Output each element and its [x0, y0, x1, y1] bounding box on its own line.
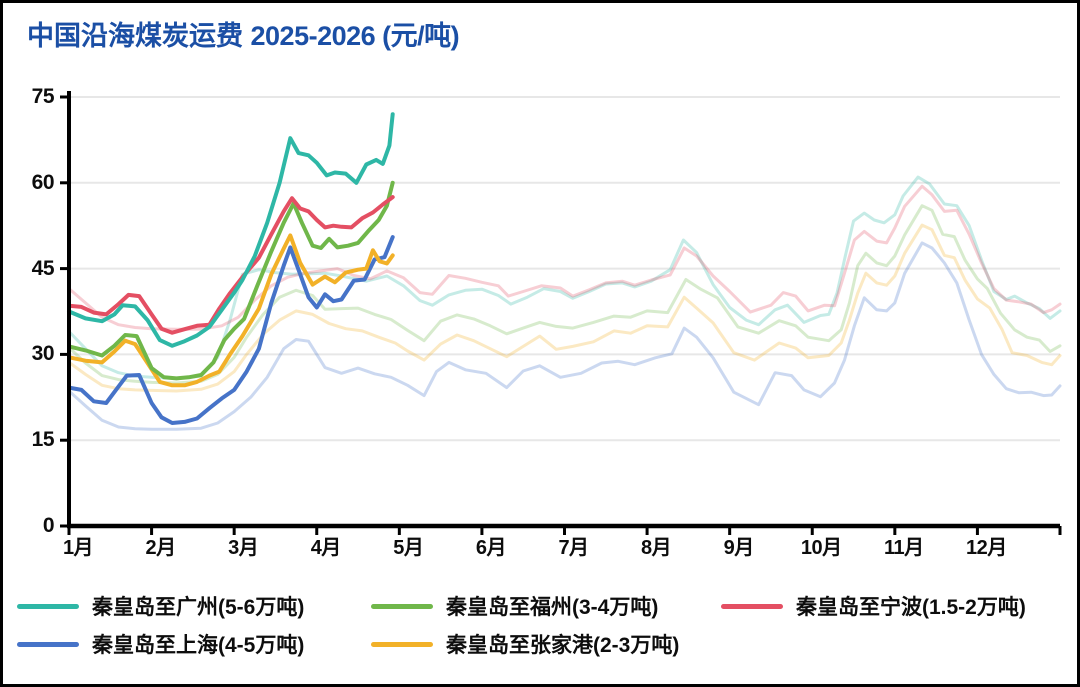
x-tick-label-12月: 12月	[966, 537, 1007, 559]
series-line-2025-秦皇岛至宁波(1.5-2万吨)	[67, 184, 1062, 331]
series-line-2025-秦皇岛至上海(4-5万吨)	[67, 241, 1062, 431]
series-line-2026-秦皇岛至福州(3-4万吨)	[67, 180, 395, 381]
legend-item-3: 秦皇岛至宁波(1.5-2万吨)	[721, 592, 1026, 620]
legend-label: 秦皇岛至张家港(2-3万吨)	[446, 634, 680, 657]
x-tick-label-1月: 1月	[62, 537, 94, 559]
chart-title-text: 中国沿海煤炭运费	[27, 21, 251, 51]
series-line-2026-秦皇岛至张家港(2-3万吨)	[67, 233, 395, 388]
x-tick-label-6月: 6月	[475, 537, 507, 559]
line-chart	[60, 91, 1062, 535]
x-tick-label-3月: 3月	[228, 537, 259, 559]
x-tick-label-8月: 8月	[641, 537, 672, 559]
legend-swatch-icon	[371, 603, 433, 609]
y-tick-label-45: 45	[31, 256, 55, 280]
y-tick-label-0: 0	[42, 514, 55, 537]
x-tick-label-11月: 11月	[884, 537, 924, 559]
y-tick-label-60: 60	[31, 170, 55, 194]
series-line-2026-秦皇岛至上海(4-5万吨)	[67, 235, 395, 425]
x-tick-label-9月: 9月	[723, 537, 755, 559]
x-tick-label-10月: 10月	[800, 537, 842, 559]
legend-label: 秦皇岛至上海(4-5万吨)	[92, 634, 305, 657]
x-tick-label-4月: 4月	[310, 537, 342, 559]
x-tick-label-7月: 7月	[558, 537, 589, 559]
y-tick-label-75: 75	[31, 85, 55, 108]
legend-label: 秦皇岛至宁波(1.5-2万吨)	[796, 596, 1026, 619]
legend-swatch-icon	[17, 603, 79, 609]
legend-label: 秦皇岛至福州(3-4万吨)	[446, 596, 659, 619]
y-tick-label-30: 30	[31, 342, 55, 366]
legend-item-1: 秦皇岛至广州(5-6万吨)	[17, 592, 304, 620]
x-tick-label-2月: 2月	[145, 537, 177, 559]
x-tick-label-5月: 5月	[393, 537, 424, 559]
legend-item-5: 秦皇岛至张家港(2-3万吨)	[371, 630, 679, 658]
legend-swatch-icon	[17, 641, 79, 647]
chart-title-range: 2025-2026 (元/吨)	[250, 21, 460, 51]
chart-title: 中国沿海煤炭运费 2025-2026 (元/吨)	[27, 19, 460, 53]
series-line-2026-秦皇岛至广州(5-6万吨)	[67, 112, 395, 348]
legend-swatch-icon	[371, 641, 433, 647]
legend-swatch-icon	[721, 603, 783, 609]
legend-item-2: 秦皇岛至福州(3-4万吨)	[371, 592, 658, 620]
legend-item-4: 秦皇岛至上海(4-5万吨)	[17, 630, 304, 658]
legend-label: 秦皇岛至广州(5-6万吨)	[92, 596, 305, 619]
y-tick-label-15: 15	[31, 428, 55, 452]
series-line-2025-秦皇岛至福州(3-4万吨)	[67, 204, 1062, 385]
